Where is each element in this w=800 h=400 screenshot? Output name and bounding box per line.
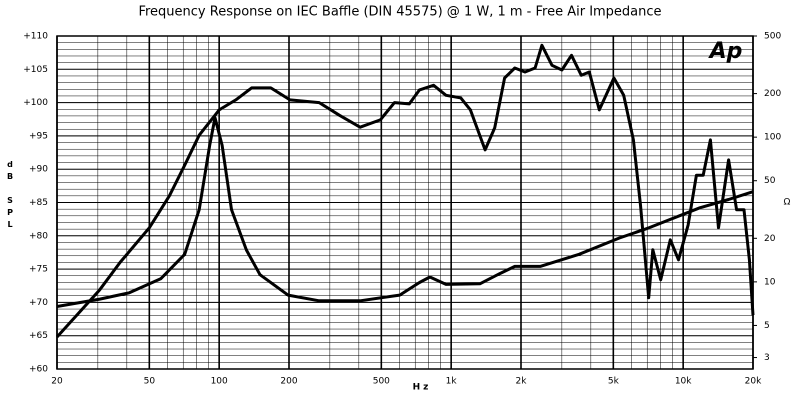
x-tick-label: 100 <box>211 377 228 387</box>
x-tick-label: 1k <box>446 377 458 387</box>
plot-frame <box>56 35 754 370</box>
x-tick-label: 50 <box>144 377 156 387</box>
y2-tick-label: 3 <box>764 353 770 363</box>
y-tick-label: +60 <box>29 365 48 375</box>
series-line <box>56 116 754 308</box>
y2-axis-label: Ω <box>784 198 791 208</box>
y-tick-label: +65 <box>29 331 48 341</box>
x-tick-label: 500 <box>373 377 390 387</box>
y-tick-label: +80 <box>29 231 48 241</box>
y-tick-label: +90 <box>29 165 48 175</box>
y-tick-label: +95 <box>29 131 48 141</box>
logo: Ap <box>708 39 743 64</box>
y-tick-label: +105 <box>23 65 48 75</box>
x-tick-label: 20 <box>51 377 63 387</box>
x-tick-label: 5k <box>608 377 620 387</box>
y2-tick-label: 20 <box>764 234 776 244</box>
x-axis-label: Hz <box>413 383 432 393</box>
y2-tick-label: 5 <box>764 321 770 331</box>
y2-tick-label: 500 <box>764 32 781 42</box>
chart-title: Frequency Response on IEC Baffle (DIN 45… <box>138 5 661 20</box>
x-tick-label: 10k <box>675 377 692 387</box>
y-tick-label: +110 <box>23 32 48 42</box>
y-axis-label: dB SPL <box>6 160 15 232</box>
x-tick-label: 200 <box>280 377 297 387</box>
x-tick-label: 2k <box>516 377 528 387</box>
y2-tick-label: 10 <box>764 277 776 287</box>
y2-tick-label: 200 <box>764 89 781 99</box>
y-tick-label: +100 <box>23 98 48 108</box>
y-tick-label: +70 <box>29 298 48 308</box>
x-tick-label: 20k <box>745 377 762 387</box>
y-tick-label: +85 <box>29 198 48 208</box>
y2-tick-label: 100 <box>764 133 781 143</box>
y-tick-label: +75 <box>29 265 48 275</box>
y2-tick-label: 50 <box>764 176 776 186</box>
series-line <box>55 43 755 339</box>
